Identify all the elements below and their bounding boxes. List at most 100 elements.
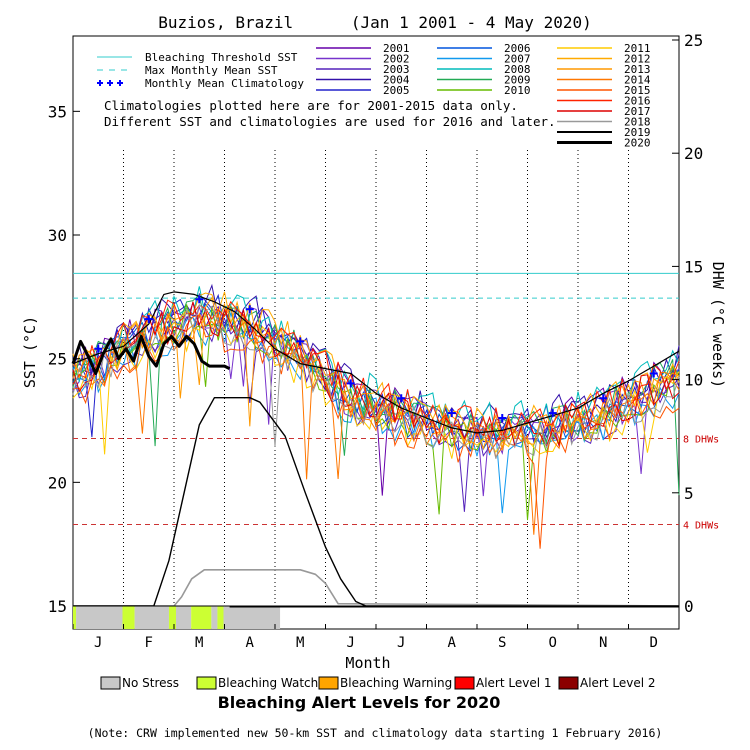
month-label: O [549, 635, 557, 651]
climatology-point [94, 344, 103, 353]
alert-segment [176, 606, 192, 629]
month-label: J [347, 635, 355, 651]
chart-title: Buzios, Brazil (Jan 1 2001 - 4 May 2020) [158, 13, 591, 32]
right-tick-label: 20 [684, 144, 703, 163]
dhw-2019-line [73, 397, 679, 607]
legend-year-label: 2011 [624, 42, 651, 55]
year-line-2011 [72, 312, 680, 459]
legend-year-label: 2010 [504, 84, 531, 97]
alert-legend-label: Alert Level 1 [476, 676, 552, 690]
y-axis-left-label: SST (°C) [21, 316, 39, 388]
right-tick-label: 0 [684, 597, 694, 616]
sst-2019-line [72, 291, 680, 434]
dhw-marker-label: 8 DHWs [683, 434, 719, 445]
year-line-2018 [72, 303, 680, 459]
alert-legend-swatch [196, 676, 217, 690]
alert-title: Bleaching Alert Levels for 2020 [218, 693, 501, 712]
legend-year-label: 2018 [624, 116, 651, 129]
left-tick-label: 25 [48, 350, 67, 369]
alert-segment [76, 606, 123, 629]
legend-year-label: 2002 [383, 53, 410, 66]
climatology-point [447, 409, 456, 418]
climatology-point [548, 409, 557, 418]
alert-legend-label: No Stress [122, 676, 179, 690]
left-tick-label: 15 [48, 597, 67, 616]
right-tick-label: 5 [684, 484, 694, 503]
legend-year-label: 2004 [383, 74, 410, 87]
year-series-lines [72, 283, 680, 549]
climatology-point [296, 337, 305, 346]
alert-legend-label: Bleaching Watch [218, 676, 318, 690]
x-axis-label: Month [345, 654, 390, 672]
right-tick-label: 15 [684, 257, 703, 276]
month-label: N [599, 635, 607, 651]
month-label: S [498, 635, 506, 651]
legend-year-label: 2006 [504, 42, 531, 55]
year-line-2012 [72, 291, 680, 443]
dhw-marker-label: 4 DHWs [683, 520, 719, 531]
year-line-2016 [72, 299, 680, 441]
alert-bar [73, 605, 679, 629]
right-tick-label: 10 [684, 371, 703, 390]
climatology-point [346, 379, 355, 388]
alert-segment [223, 606, 281, 629]
alert-legend-swatch [100, 676, 121, 690]
month-label: M [296, 635, 304, 651]
climatology-point [245, 305, 254, 314]
alert-segment [217, 606, 224, 629]
left-tick-label: 20 [48, 473, 67, 492]
alert-legend-label: Bleaching Warning [340, 676, 452, 690]
alert-segment [191, 606, 212, 629]
legend-year-label: 2007 [504, 53, 531, 66]
alert-segment [73, 606, 77, 629]
climatology-point [599, 394, 608, 403]
year-line-2009 [72, 293, 680, 496]
legend-year-label: 2016 [624, 95, 651, 108]
right-tick-label: 25 [684, 31, 703, 50]
dhw-2018-line [73, 568, 680, 607]
climatology-point [195, 295, 204, 304]
alert-legend-swatch [454, 676, 475, 690]
axes: 15 20 25 30 35 0 5 10 15 20 25 J F M A M J J A S O N D [48, 31, 704, 651]
climatology-point [649, 369, 658, 378]
legend-year-label: 2019 [624, 126, 651, 139]
month-label: D [650, 635, 658, 651]
legend-year-label: 2017 [624, 105, 651, 118]
alert-legend-swatch [318, 676, 339, 690]
alert-legend-label: Alert Level 2 [580, 676, 656, 690]
climatology-markers [94, 295, 658, 423]
legend-label: Monthly Mean Climatology [145, 77, 304, 90]
month-label: M [195, 635, 203, 651]
legend-year-label: 2008 [504, 63, 531, 76]
legend-label: Max Monthly Mean SST [145, 64, 278, 77]
legend-year-label: 2001 [383, 42, 410, 55]
month-label: J [397, 635, 405, 651]
legend-year-label: 2015 [624, 84, 651, 97]
alert-segment [122, 606, 135, 629]
climatology-note-2: Different SST and climatologies are used… [104, 114, 556, 129]
alert-segment [168, 606, 177, 629]
legend-year-label: 2003 [383, 63, 410, 76]
alert-segment [134, 606, 169, 629]
climatology-point [144, 315, 153, 324]
y-axis-right-label: DHW (°C weeks) [709, 262, 727, 388]
highlight-series [71, 291, 680, 607]
legend-year-label: 2009 [504, 74, 531, 87]
alert-legend-swatch [558, 676, 579, 690]
left-tick-label: 30 [48, 226, 67, 245]
year-line-2008 [72, 286, 680, 438]
alert-segment [211, 606, 218, 629]
sst-2020-line [71, 334, 231, 375]
month-gridlines [123, 150, 629, 604]
climatology-point [397, 394, 406, 403]
climatology-note-1: Climatologies plotted here are for 2001-… [104, 98, 518, 113]
month-label: A [246, 635, 255, 651]
year-line-2017 [72, 301, 680, 449]
footnote: (Note: CRW implemented new 50-km SST and… [88, 726, 663, 740]
month-label: J [94, 635, 102, 651]
legend-year-label: 2005 [383, 84, 410, 97]
month-label: F [145, 635, 153, 651]
left-tick-label: 35 [48, 102, 67, 121]
